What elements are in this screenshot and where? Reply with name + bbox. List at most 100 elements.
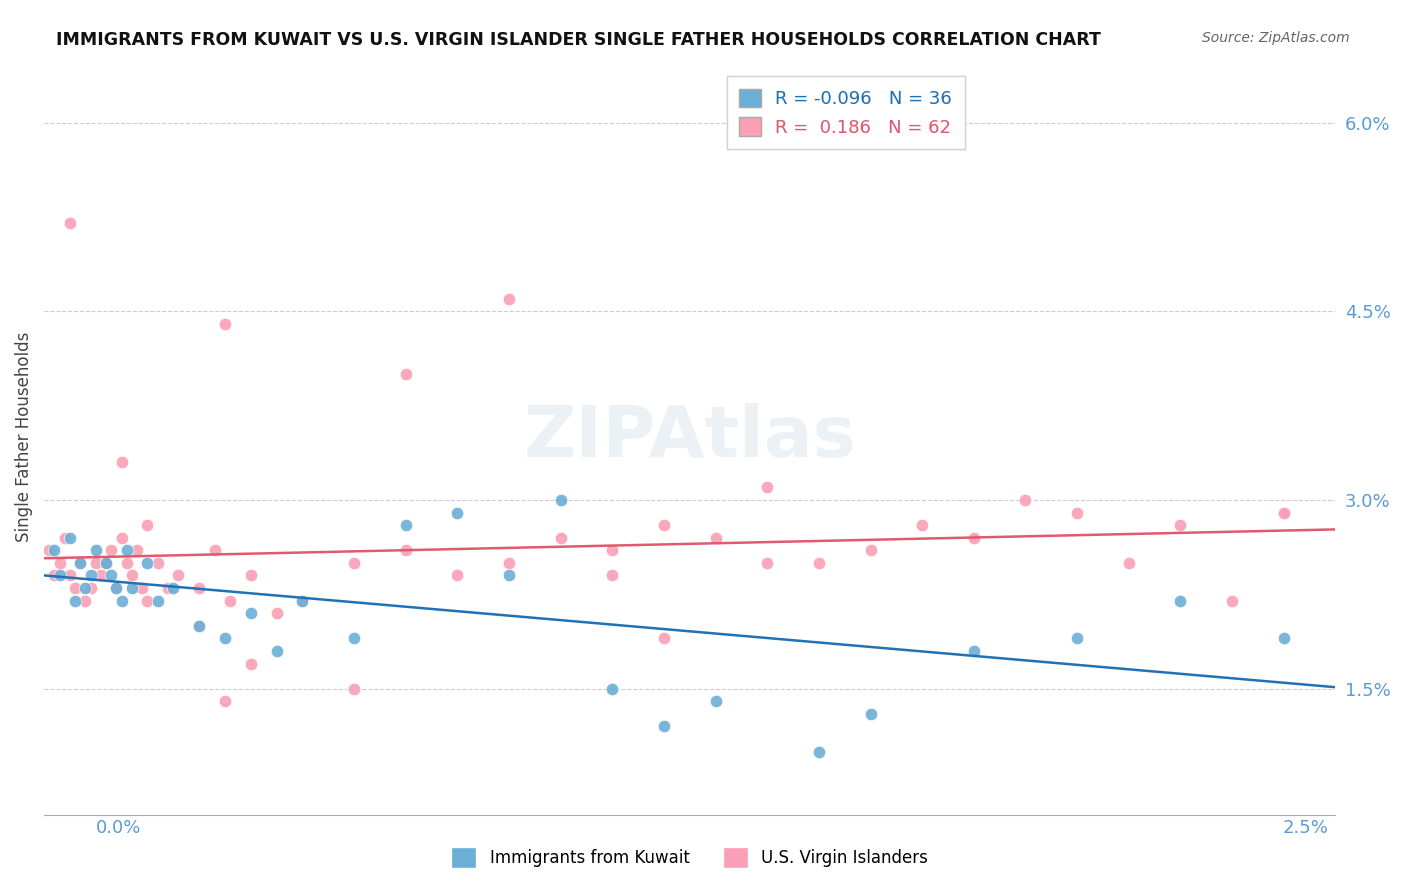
Point: [239, 657, 262, 671]
Point: [110, 593, 132, 607]
Point: [167, 568, 190, 582]
Point: [115, 543, 138, 558]
Point: [343, 681, 366, 696]
Point: [100, 543, 122, 558]
Point: [343, 632, 366, 646]
Point: [214, 632, 236, 646]
Point: [652, 632, 675, 646]
Point: [291, 593, 314, 607]
Point: [90, 568, 112, 582]
Text: Source: ZipAtlas.com: Source: ZipAtlas.com: [1202, 31, 1350, 45]
Point: [105, 581, 128, 595]
Point: [38, 543, 60, 558]
Point: [59, 216, 82, 230]
Point: [94, 556, 117, 570]
Point: [963, 644, 986, 658]
Point: [214, 694, 236, 708]
Point: [84, 543, 107, 558]
Point: [600, 543, 623, 558]
Point: [44, 568, 66, 582]
Point: [48, 568, 70, 582]
Point: [100, 568, 122, 582]
Point: [131, 581, 153, 595]
Point: [79, 581, 101, 595]
Point: [125, 543, 148, 558]
Point: [266, 644, 288, 658]
Point: [652, 518, 675, 533]
Point: [498, 556, 520, 570]
Point: [59, 568, 82, 582]
Point: [239, 606, 262, 620]
Point: [121, 568, 143, 582]
Point: [146, 556, 169, 570]
Point: [136, 593, 159, 607]
Point: [1118, 556, 1140, 570]
Point: [162, 581, 184, 595]
Point: [1170, 518, 1192, 533]
Point: [343, 556, 366, 570]
Point: [214, 317, 236, 331]
Point: [94, 556, 117, 570]
Point: [963, 531, 986, 545]
Point: [79, 568, 101, 582]
Point: [1066, 632, 1088, 646]
Point: [84, 556, 107, 570]
Point: [75, 593, 97, 607]
Point: [1014, 493, 1036, 508]
Text: IMMIGRANTS FROM KUWAIT VS U.S. VIRGIN ISLANDER SINGLE FATHER HOUSEHOLDS CORRELAT: IMMIGRANTS FROM KUWAIT VS U.S. VIRGIN IS…: [56, 31, 1101, 49]
Point: [550, 493, 572, 508]
Point: [807, 556, 830, 570]
Point: [1272, 506, 1295, 520]
Legend: R = -0.096   N = 36, R =  0.186   N = 62: R = -0.096 N = 36, R = 0.186 N = 62: [727, 76, 965, 149]
Point: [1220, 593, 1243, 607]
Text: 0.0%: 0.0%: [96, 819, 141, 837]
Point: [446, 506, 468, 520]
Point: [756, 556, 779, 570]
Point: [266, 606, 288, 620]
Point: [110, 455, 132, 469]
Point: [110, 531, 132, 545]
Point: [219, 593, 242, 607]
Point: [188, 619, 211, 633]
Point: [498, 292, 520, 306]
Point: [652, 719, 675, 733]
Point: [63, 593, 86, 607]
Point: [69, 556, 91, 570]
Point: [48, 556, 70, 570]
Point: [395, 543, 418, 558]
Point: [1066, 506, 1088, 520]
Point: [704, 694, 727, 708]
Point: [115, 556, 138, 570]
Point: [704, 531, 727, 545]
Point: [550, 531, 572, 545]
Point: [53, 531, 76, 545]
Point: [446, 568, 468, 582]
Y-axis label: Single Father Households: Single Father Households: [15, 332, 32, 542]
Text: ZIPAtlas: ZIPAtlas: [523, 402, 856, 472]
Point: [146, 593, 169, 607]
Point: [157, 581, 180, 595]
Point: [600, 568, 623, 582]
Point: [69, 556, 91, 570]
Point: [807, 745, 830, 759]
Text: 2.5%: 2.5%: [1282, 819, 1329, 837]
Point: [911, 518, 934, 533]
Point: [395, 367, 418, 381]
Point: [239, 568, 262, 582]
Point: [1272, 632, 1295, 646]
Point: [1170, 593, 1192, 607]
Point: [395, 518, 418, 533]
Point: [204, 543, 226, 558]
Point: [63, 581, 86, 595]
Point: [136, 556, 159, 570]
Point: [188, 581, 211, 595]
Point: [75, 581, 97, 595]
Point: [188, 619, 211, 633]
Point: [59, 531, 82, 545]
Point: [136, 518, 159, 533]
Point: [121, 581, 143, 595]
Point: [498, 568, 520, 582]
Point: [291, 593, 314, 607]
Point: [859, 543, 882, 558]
Point: [600, 681, 623, 696]
